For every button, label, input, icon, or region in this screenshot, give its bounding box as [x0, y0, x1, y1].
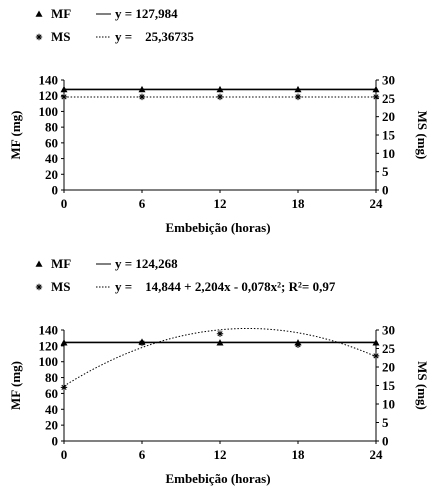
chart-1-legend-equation-mf: y = 124,268: [115, 256, 178, 271]
chart-1-y-left-tick-label: 20: [45, 418, 58, 433]
chart-1-y-right-tick-label: 0: [382, 434, 389, 449]
chart-0-y-left-tick-label: 40: [45, 151, 58, 166]
chart-0-y-right-tick-label: 20: [382, 109, 395, 124]
chart-1-y-left-tick-label: 140: [39, 323, 59, 338]
chart-1-y-left-tick-label: 40: [45, 402, 58, 417]
chart-0-x-tick-label: 18: [292, 196, 306, 211]
chart-1-legend-label-ms: MS: [51, 279, 71, 294]
chart-0-x-tick-label: 6: [139, 196, 146, 211]
chart-0-ms-point: [60, 93, 68, 101]
chart-1-y-left-tick-label: 60: [45, 386, 58, 401]
chart-0-legend-equation-ms: y = 25,36735: [115, 29, 194, 44]
chart-1-y-left-axis-label: MF (mg): [8, 361, 23, 410]
chart-1-y-left-tick-label: 120: [39, 338, 59, 353]
chart-0-y-left-tick-label: 140: [39, 73, 59, 88]
chart-0-legend-label-mf: MF: [51, 6, 71, 21]
chart-1-ms-fit-line: [63, 327, 377, 387]
chart-0-y-left-axis-label: MF (mg): [8, 111, 23, 160]
chart-1-mf-point: [216, 339, 224, 346]
chart-1-legend-ms-marker: [35, 283, 43, 291]
chart-1-x-tick-label: 18: [292, 447, 306, 462]
chart-0-mf-point: [138, 85, 146, 93]
chart-1-ms-point: [372, 352, 380, 360]
chart-0-mf-point: [216, 85, 224, 93]
chart-1-x-axis-label: Embebição (horas): [165, 471, 270, 486]
chart-1-mf-point: [372, 339, 380, 346]
chart-1-y-left-tick-label: 0: [52, 434, 59, 449]
chart-1-legend-label-mf: MF: [51, 256, 71, 271]
chart-0-y-right-axis-label: MS (mg): [415, 111, 430, 160]
chart-1-y-right-tick-label: 15: [382, 378, 396, 393]
chart-0-legend-ms-marker: [35, 33, 43, 41]
chart-1-ms-point: [216, 330, 224, 337]
chart-0-y-right-tick-label: 0: [382, 183, 389, 198]
chart-0-x-axis-label: Embebição (horas): [165, 220, 270, 235]
chart-1-y-right-tick-label: 25: [382, 341, 396, 356]
chart-0-legend-mf-marker: [35, 10, 43, 17]
chart-1-x-tick-label: 12: [214, 447, 227, 462]
chart-0-mf-point: [60, 85, 68, 93]
chart-1-y-right-tick-label: 20: [382, 360, 395, 375]
chart-0-x-tick-label: 24: [370, 196, 384, 211]
chart-0-legend-label-ms: MS: [51, 29, 71, 44]
chart-0-y-right-tick-label: 30: [382, 73, 395, 88]
chart-1-x-tick-label: 0: [61, 447, 68, 462]
chart-1-mf-point: [60, 339, 68, 346]
chart-0-ms-point: [372, 93, 380, 101]
chart-1-ms-point: [294, 341, 302, 348]
chart-0-x-tick-label: 0: [61, 196, 68, 211]
chart-1-y-left-tick-label: 100: [39, 354, 59, 369]
chart-1-legend-equation-ms: y = 14,844 + 2,204x - 0,078x²; R²= 0,97: [115, 279, 336, 294]
chart-0-y-left-tick-label: 60: [45, 135, 58, 150]
chart-0-y-left-tick-label: 0: [52, 183, 59, 198]
chart-1-y-right-tick-label: 5: [382, 415, 389, 430]
chart-0-mf-point: [372, 85, 380, 93]
chart-bottom: MF y = 124,268 MS y = 14,844 + 2,204x - 0,0…: [8, 256, 430, 486]
chart-1-legend-mf-marker: [35, 260, 43, 267]
chart-0-legend-equation-mf: y = 127,984: [115, 6, 178, 21]
chart-0-ms-point: [294, 93, 302, 101]
chart-0-y-left-tick-label: 100: [39, 104, 59, 119]
chart-0-x-tick-label: 12: [214, 196, 227, 211]
chart-1-ms-point: [138, 339, 146, 347]
chart-1-ms-point: [60, 384, 68, 391]
chart-0-ms-point: [216, 93, 224, 101]
chart-0-y-left-tick-label: 80: [45, 120, 58, 135]
chart-0-y-right-tick-label: 10: [382, 146, 395, 161]
chart-1-y-left-tick-label: 80: [45, 370, 58, 385]
chart-0-ms-point: [138, 93, 146, 101]
chart-0-y-right-tick-label: 15: [382, 128, 396, 143]
chart-1-x-tick-label: 6: [139, 447, 146, 462]
chart-1-y-right-tick-label: 30: [382, 323, 395, 338]
chart-0-y-right-tick-label: 5: [382, 164, 389, 179]
chart-1-y-right-tick-label: 10: [382, 397, 395, 412]
chart-1-y-right-axis-label: MS (mg): [415, 361, 430, 410]
chart-0-y-left-tick-label: 120: [39, 88, 59, 103]
chart-0-y-right-tick-label: 25: [382, 91, 396, 106]
chart-0-mf-point: [294, 85, 302, 93]
chart-0-y-left-tick-label: 20: [45, 167, 58, 182]
chart-1-x-tick-label: 24: [370, 447, 384, 462]
